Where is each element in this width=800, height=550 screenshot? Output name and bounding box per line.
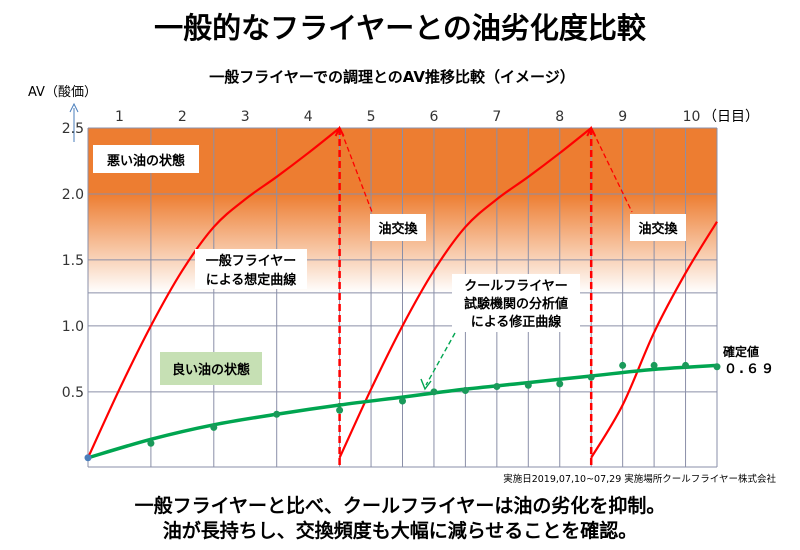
cool-curve-label-3: による修正曲線: [471, 314, 563, 330]
y-tick-label: 2.0: [62, 187, 84, 203]
good-oil-box: [160, 352, 262, 385]
oil-change-box-1: [370, 214, 426, 241]
footnote: 実施日2019,07,10~07,29 実施場所クールフライヤー株式会社: [503, 473, 776, 485]
x-tick-label: 4: [304, 109, 313, 125]
x-tick-label: 2: [178, 109, 187, 125]
final-value: ０.６９: [724, 362, 776, 377]
y-tick-labels: 2.5 2.0 1.5 1.0 0.5: [62, 121, 84, 401]
x-tick-label: 1: [115, 109, 124, 125]
oil-change-box-2: [630, 214, 686, 241]
summary-line-2: 油が長持ちし、交換頻度も大幅に減らせることを確認。: [163, 519, 638, 542]
oil-change-label-2: 油交換: [638, 221, 678, 237]
cool-curve-label-1: クールフライヤー: [464, 279, 568, 294]
x-tick-label: 7: [492, 109, 501, 125]
y-tick-label: 1.0: [62, 319, 84, 335]
bad-oil-box: [93, 145, 199, 173]
general-curve-label-2: による想定曲線: [206, 272, 298, 288]
cool-fryer-data-point: [556, 380, 564, 388]
bad-oil-label: 悪い油の状態: [107, 153, 185, 169]
cool-fryer-data-point: [147, 439, 155, 447]
x-tick-label: 8: [555, 109, 564, 125]
cool-fryer-data-point: [682, 361, 690, 369]
good-oil-label: 良い油の状態: [172, 362, 250, 378]
general-fryer-curve: [338, 127, 592, 459]
x-tick-label: 9: [618, 109, 627, 125]
cool-curve-label-box: [452, 274, 580, 332]
x-tick-label: 6: [429, 109, 438, 125]
general-curve-label-box: [195, 249, 307, 289]
cool-fryer-data-point: [399, 397, 406, 405]
peak-arrow-icon: [334, 125, 345, 137]
cool-fryer-curve: [87, 363, 718, 460]
x-tick-label: 5: [367, 109, 376, 125]
cool-fryer-data-point: [210, 423, 218, 431]
cool-fryer-data-point: [587, 373, 595, 381]
oil-change-leader: [340, 131, 373, 213]
general-fryer-curve: [590, 221, 718, 459]
page-title: 一般的なフライヤーとの油劣化度比較: [154, 11, 647, 45]
cool-fryer-data-point: [713, 363, 721, 371]
x-axis-unit: （日目）: [703, 109, 759, 125]
y-tick-label: 0.5: [62, 385, 84, 401]
summary-line-1: 一般フライヤーと比べ、クールフライヤーは油の劣化を抑制。: [135, 494, 666, 517]
x-tick-label: 3: [241, 109, 250, 125]
plot-area: [84, 125, 721, 468]
final-value-label: 確定値: [723, 344, 759, 359]
cool-fryer-data-point: [336, 406, 344, 414]
oil-change-label-1: 油交換: [378, 221, 418, 237]
oil-change-leader: [592, 131, 633, 213]
x-tick-labels: 1 2 3 4 5 6 7 8 9 10: [115, 109, 700, 125]
cool-curve-label-2: 試験機関の分析値: [464, 296, 568, 312]
general-fryer-curve: [87, 127, 341, 459]
cool-label-leader: [425, 332, 456, 386]
cool-fryer-data-point: [524, 381, 532, 389]
cool-fryer-data-point: [493, 383, 501, 391]
cool-fryer-data-point: [273, 410, 281, 418]
cool-fryer-data-point: [430, 388, 438, 396]
general-curve-label-1: 一般フライヤー: [206, 253, 297, 269]
x-tick-label: 10: [683, 109, 701, 125]
leader-arrow-icon: [420, 378, 432, 391]
y-tick-label: 1.5: [62, 253, 84, 269]
arrow-up-icon: [69, 102, 79, 113]
cool-fryer-data-point: [619, 361, 627, 369]
cool-fryer-data-point: [84, 454, 92, 462]
peak-arrow-icon: [586, 125, 597, 137]
cool-fryer-data-point: [650, 361, 658, 369]
cool-fryer-data-point: [461, 386, 469, 394]
chart-title: 一般フライヤーでの調理とのAV推移比較（イメージ）: [209, 68, 574, 86]
y-axis-label: AV（酸価）: [28, 85, 97, 100]
y-tick-label: 2.5: [62, 121, 84, 137]
